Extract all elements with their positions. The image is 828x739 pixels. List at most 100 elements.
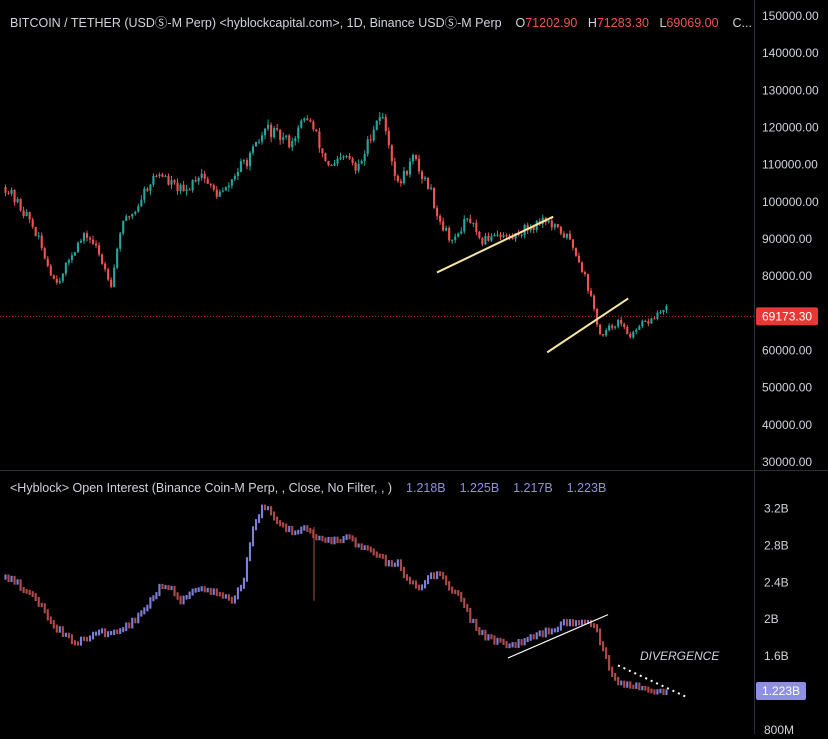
candle-body (236, 171, 239, 177)
candle-body (128, 216, 131, 218)
candle-body (653, 318, 656, 320)
candle-body (420, 171, 424, 180)
price-axis-label: 60000.00 (762, 344, 812, 358)
candle-body (315, 129, 318, 132)
candle-body (511, 237, 514, 239)
candle-body (348, 155, 351, 159)
candle-body (294, 138, 297, 142)
candle-body (273, 128, 276, 138)
candle-body (28, 212, 31, 220)
candle-body (399, 181, 402, 184)
candle-body (505, 235, 508, 237)
candle-body (556, 224, 559, 227)
candle-body (445, 227, 448, 231)
candle-body (632, 331, 635, 338)
candle-body (239, 161, 242, 172)
candle-body (161, 174, 164, 177)
candle-body (423, 177, 427, 180)
candle-body (568, 233, 571, 240)
price-axis-label: 140000.00 (762, 46, 819, 60)
candle-body (179, 184, 182, 192)
candle-body (167, 176, 170, 185)
candle-body (405, 171, 408, 175)
oi-title[interactable]: <Hyblock> Open Interest (Binance Coin-M … (10, 481, 393, 495)
candle-body (176, 182, 179, 192)
candle-body (282, 137, 285, 140)
oi-trendline (507, 614, 609, 659)
oi-axis-label: 2.4B (764, 575, 789, 589)
candle-body (396, 175, 399, 182)
last-price-badge (756, 307, 818, 326)
candle-body (635, 329, 638, 332)
candle-body (16, 199, 19, 203)
candle-body (620, 319, 623, 324)
oi-value-1: 1.218B (406, 481, 446, 495)
candle-body (37, 235, 40, 237)
candle-body (242, 160, 246, 162)
pane-divider[interactable] (0, 470, 828, 471)
candle-body (200, 173, 203, 178)
candle-body (378, 117, 381, 121)
candle-body (430, 187, 433, 189)
candle-body (291, 141, 294, 148)
candle-body (140, 199, 143, 207)
candle-body (260, 135, 264, 142)
candle-body (113, 267, 116, 287)
symbol-title[interactable]: BITCOIN / TETHER (USDⓈ-M Perp) <hyblockc… (10, 16, 502, 30)
candle-body (164, 176, 167, 178)
divergence-label: DIVERGENCE (640, 649, 720, 663)
candle-body (442, 221, 445, 231)
candle-body (411, 154, 415, 162)
candle-body (481, 237, 484, 245)
candle-body (553, 224, 556, 228)
candle-body (224, 187, 227, 191)
price-axis-label: 80000.00 (762, 269, 812, 283)
candle-body (559, 226, 562, 234)
candle-body (457, 233, 460, 237)
candle-body (324, 153, 327, 161)
candle-body (363, 153, 366, 161)
candle-body (650, 318, 653, 324)
candle-body (88, 237, 92, 240)
candle-body (336, 158, 339, 164)
candle-body (478, 231, 481, 238)
oi-value-2: 1.225B (459, 481, 500, 495)
price-axis-label: 120000.00 (762, 121, 819, 135)
candle-body (221, 190, 224, 192)
candle-body (309, 120, 312, 122)
candle-body (248, 152, 252, 167)
candle-body (490, 236, 493, 241)
candle-body (608, 325, 611, 331)
candle-body (662, 310, 665, 313)
candle-body (372, 129, 375, 141)
candle-body (472, 222, 475, 224)
candle-body (104, 263, 107, 270)
candle-body (414, 154, 418, 159)
candle-body (318, 131, 321, 149)
candle-body (514, 233, 517, 239)
candle-body (381, 116, 384, 118)
candle-body (466, 218, 469, 220)
candle-body (614, 326, 617, 328)
candle-body (245, 160, 249, 167)
candle-body (656, 312, 659, 319)
candle-body (46, 258, 49, 266)
candle-body (384, 116, 387, 132)
candle-body (218, 191, 221, 197)
candle-body (602, 334, 605, 336)
candle-body (520, 234, 523, 236)
oi-value-badge (756, 681, 806, 700)
candle-body (574, 247, 578, 256)
candle-body (417, 158, 421, 172)
candle-body (599, 324, 602, 335)
candle-body (617, 319, 620, 327)
open-value: 71202.90 (525, 16, 578, 30)
candle-body (158, 174, 161, 176)
candle-body (288, 135, 291, 148)
candle-body (194, 180, 197, 182)
candle-body (529, 227, 532, 231)
candle-body (451, 239, 454, 241)
candle-body (303, 118, 306, 121)
